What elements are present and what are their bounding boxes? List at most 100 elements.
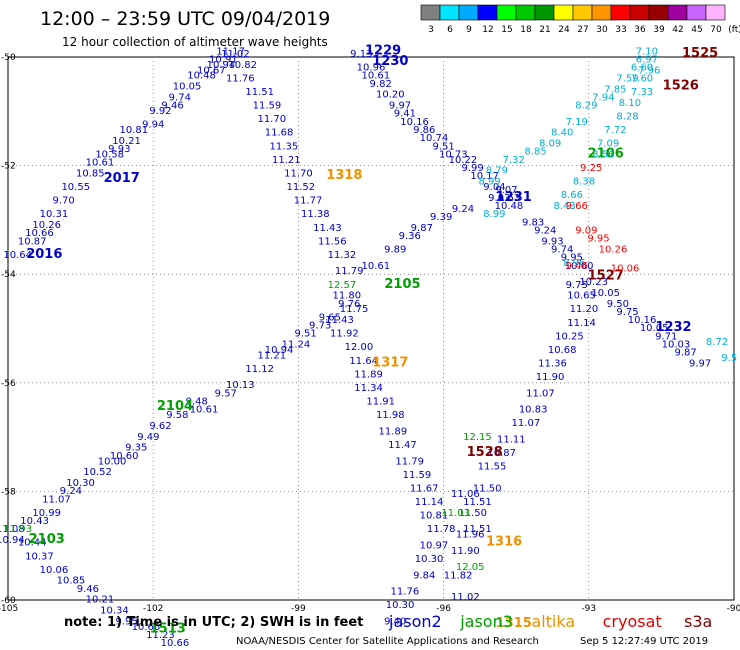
wave-height-obs: 10.61 (190, 405, 219, 416)
color-scale-label: 39 (653, 25, 665, 35)
wave-height-obs: 9.84 (413, 570, 435, 581)
wave-height-obs: 8.40 (551, 128, 573, 139)
wave-height-obs: 9.83 (522, 217, 544, 228)
wave-height-obs: 11.75 (340, 304, 369, 315)
wave-height-obs: 11.03 (441, 508, 470, 519)
wave-height-obs: 10.17 (470, 171, 499, 182)
wave-height-obs: 9.50 (607, 299, 629, 310)
color-scale-label: 33 (615, 25, 626, 35)
wave-height-obs: 11.17 (216, 46, 245, 57)
wave-height-obs: 11.93 (3, 524, 32, 535)
wave-height-obs: 9.87 (411, 223, 433, 234)
wave-height-obs: 11.59 (253, 101, 282, 112)
wave-height-obs: 9.46 (77, 584, 99, 595)
lon-tick-label: -96 (436, 604, 451, 614)
series-jason2: 10.6410.8710.6610.2610.319.7010.5510.851… (0, 43, 711, 649)
map-grid (8, 57, 734, 600)
color-scale-swatch (420, 4, 441, 21)
color-scale-label: 45 (691, 25, 702, 35)
wave-height-obs: 10.31 (40, 209, 69, 220)
wave-height-obs: 10.23 (579, 277, 608, 288)
wave-height-obs: 10.37 (25, 551, 54, 562)
wave-height-obs: 10.48 (187, 71, 216, 82)
wave-height-obs: 9.39 (430, 212, 452, 223)
legend-s3a: s3a (684, 612, 712, 631)
legend-jason2: jason2 (388, 612, 442, 631)
wave-height-obs: 10.58 (95, 149, 124, 160)
wave-height-obs: 11.32 (328, 250, 357, 261)
wave-height-obs: 7.60 (631, 73, 653, 84)
wave-height-obs: 10.05 (591, 288, 620, 299)
wave-height-obs: 9.97 (389, 101, 411, 112)
wave-height-obs: 8.56 (592, 149, 614, 160)
wave-height-obs: 11.70 (257, 114, 286, 125)
wave-height-obs: 9.63 (498, 193, 520, 204)
wave-height-obs: 8.43 (553, 201, 575, 212)
wave-height-obs: 9.41 (394, 109, 416, 120)
wave-height-obs: 10.94 (265, 345, 294, 356)
wave-height-obs: 10.52 (83, 467, 112, 478)
wave-height-obs: 11.52 (286, 182, 315, 193)
wave-height-obs: 9.99 (462, 163, 484, 174)
lat-tick-label: -56 (1, 379, 16, 389)
wave-height-obs: 11.89 (354, 369, 383, 380)
wave-height-obs: 11.59 (403, 470, 432, 481)
wave-height-obs: 10.60 (110, 451, 139, 462)
wave-height-obs: 9.51 (295, 329, 317, 340)
wave-height-obs: 9.73 (309, 321, 331, 332)
wave-height-obs: 8.66 (561, 190, 583, 201)
wave-height-obs: 10.73 (439, 149, 468, 160)
wave-height-obs: 9.93 (108, 144, 130, 155)
wave-height-obs: 8.09 (539, 139, 561, 150)
pass-label: 1229 (365, 43, 401, 58)
color-scale-swatch (705, 4, 726, 21)
color-scale-label: 30 (596, 25, 608, 35)
wave-height-obs: 11.07 (512, 418, 541, 429)
wave-height-obs: 8.85 (524, 147, 546, 158)
wave-height-obs: 9.57 (215, 388, 237, 399)
color-scale-label: 6 (447, 25, 453, 35)
wave-height-obs: 9.95 (115, 616, 137, 627)
wave-height-obs: 9.66 (566, 201, 588, 212)
wave-height-obs: 9.93 (541, 236, 563, 247)
wave-height-obs: 8.72 (706, 337, 728, 348)
footer-timestamp: Sep 5 12:27:49 UTC 2019 (580, 636, 708, 647)
wave-height-obs: 9.43 (488, 193, 510, 204)
wave-height-obs: 9.74 (551, 244, 573, 255)
lat-tick-label: -52 (1, 162, 16, 172)
wave-height-obs: 9.25 (580, 163, 602, 174)
wave-height-obs: 11.24 (282, 340, 311, 351)
pass-label: 1316 (486, 535, 522, 550)
color-scale-label: 42 (672, 25, 683, 35)
wave-height-obs: 9.24 (452, 204, 474, 215)
wave-height-obs: 9.75 (566, 280, 588, 291)
wave-height-obs: 11.36 (538, 359, 567, 370)
color-scale-label: (ft) (728, 25, 740, 35)
wave-height-obs: 10.61 (362, 71, 391, 82)
color-scale-label: 3 (428, 25, 434, 35)
wave-height-obs: 10.16 (400, 117, 429, 128)
wave-height-obs: 10.94 (0, 535, 25, 546)
wave-height-obs: 7.96 (638, 65, 660, 76)
wave-height-obs: 12.15 (463, 432, 492, 443)
pass-label: 1528 (467, 445, 503, 460)
wave-height-obs: 11.79 (395, 456, 424, 467)
series-altika: 1318 1317 1316 1315 (326, 168, 532, 631)
pass-label: 2103 (29, 532, 65, 547)
wave-height-obs: 10.06 (611, 263, 640, 274)
wave-height-obs: 10.21 (86, 595, 115, 606)
wave-height-obs: 9.36 (399, 231, 421, 242)
wave-height-obs: 6.60 (631, 63, 653, 74)
wave-height-obs: 10.74 (420, 133, 449, 144)
wave-height-obs: 11.34 (354, 383, 383, 394)
pass-label: 1315 (496, 616, 532, 631)
axis-ticks: -105 -102 -99 -96 -93 -90 -50 -52 -54 -56 -58 -60 (0, 53, 740, 614)
color-scale-swatch (572, 4, 593, 21)
wave-height-obs: 9.58 (166, 410, 188, 421)
wave-height-obs: 8.79 (486, 166, 508, 177)
page-subtitle: 12 hour collection of altimeter wave hei… (62, 35, 328, 49)
wave-height-obs: 8.29 (575, 101, 597, 112)
wave-height-obs: 9.86 (413, 125, 435, 136)
